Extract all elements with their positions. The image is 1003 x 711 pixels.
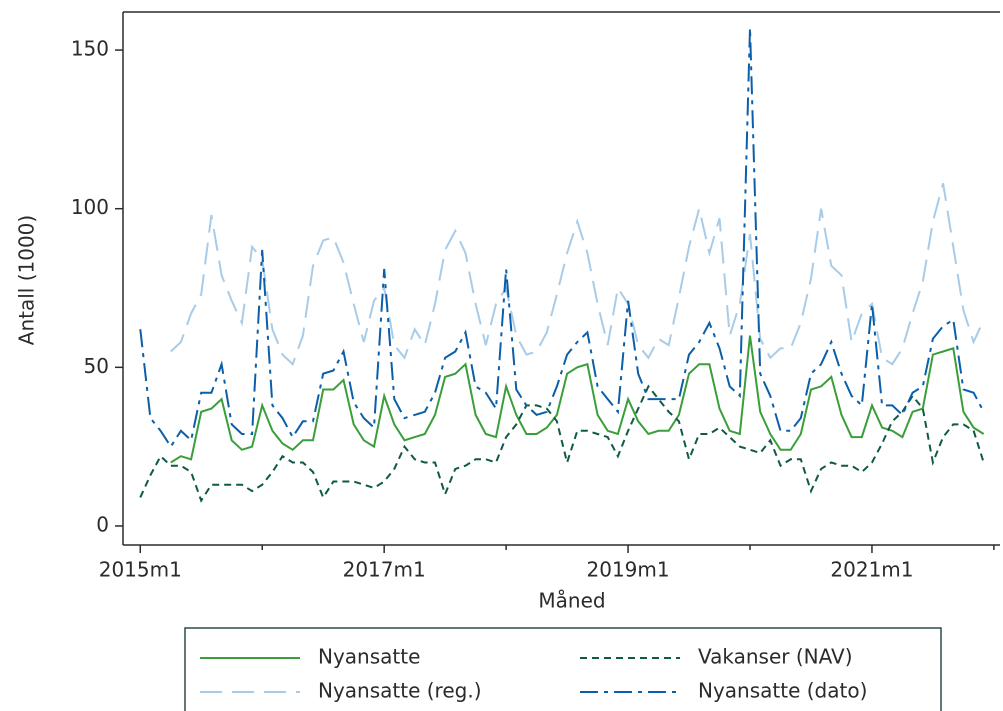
legend-label: Nyansatte bbox=[318, 645, 420, 669]
x-tick-label: 2015m1 bbox=[99, 558, 182, 582]
legend-label: Nyansatte (reg.) bbox=[318, 679, 482, 703]
legend-label: Vakanser (NAV) bbox=[698, 645, 853, 669]
y-axis-label: Antall (1000) bbox=[15, 215, 39, 345]
series-line bbox=[139, 27, 985, 449]
series-line bbox=[139, 384, 985, 503]
x-tick-label: 2019m1 bbox=[587, 558, 670, 582]
y-tick-label: 150 bbox=[71, 37, 109, 61]
x-tick-label: 2017m1 bbox=[343, 558, 426, 582]
x-tick-label: 2021m1 bbox=[830, 558, 913, 582]
x-axis-label: Måned bbox=[538, 589, 605, 613]
legend-label: Nyansatte (dato) bbox=[698, 679, 867, 703]
y-tick-label: 100 bbox=[71, 195, 109, 219]
legend-box bbox=[184, 627, 942, 711]
series-line bbox=[170, 335, 985, 464]
series-line bbox=[170, 183, 985, 366]
y-tick-label: 50 bbox=[84, 354, 109, 378]
y-tick-label: 0 bbox=[96, 512, 109, 536]
